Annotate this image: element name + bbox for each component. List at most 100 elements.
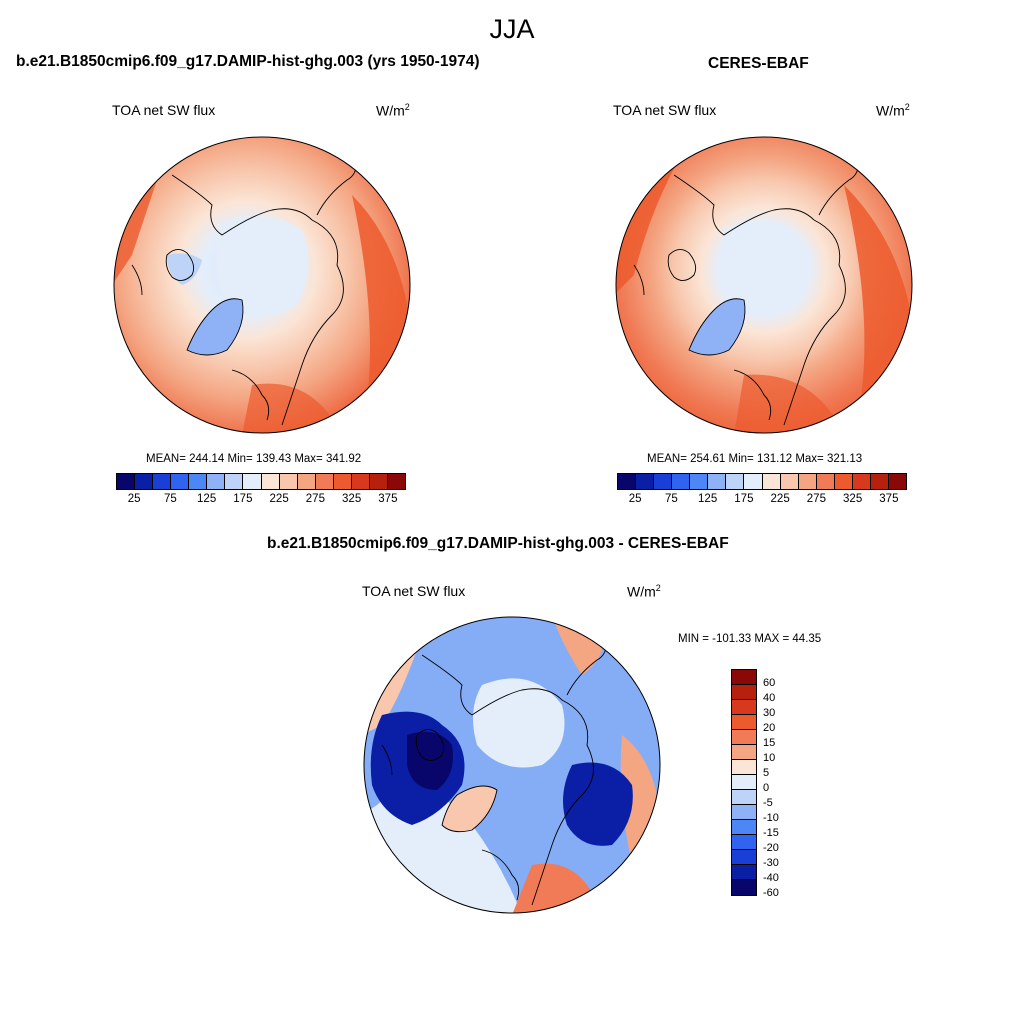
colorbar-swatch (618, 474, 637, 489)
colorbar-swatch (243, 474, 262, 489)
colorbar-swatch (732, 760, 756, 775)
colorbar-swatch (888, 474, 906, 489)
colorbar-tick-label: 75 (163, 493, 177, 505)
colorbar-swatch (744, 474, 763, 489)
colorbar-swatch (732, 805, 756, 820)
colorbar-tick-label: 10 (763, 752, 776, 764)
colorbar-tick-label: -30 (763, 857, 779, 869)
colorbar-tick-label: 225 (269, 493, 289, 505)
colorbar-swatch (798, 474, 817, 489)
colorbar-tick-label: 225 (770, 493, 790, 505)
colorbar-tick-label: 0 (763, 782, 770, 794)
diff-units-label: W/m2 (627, 583, 661, 600)
colorbar-swatch (732, 880, 756, 895)
colorbar-tick-label: 25 (127, 493, 141, 505)
colorbar-swatch (732, 670, 756, 685)
colorbar-swatch (153, 474, 172, 489)
left-colorbar-swatches (116, 473, 406, 490)
right-units-label: W/m2 (876, 102, 910, 119)
colorbar-swatch (732, 790, 756, 805)
diff-variable-label: TOA net SW flux (362, 583, 466, 599)
colorbar-tick-label: -20 (763, 842, 779, 854)
colorbar-tick-label: 375 (378, 493, 398, 505)
colorbar-swatch (690, 474, 709, 489)
colorbar-swatch (672, 474, 691, 489)
diff-colorbar-ticks: 60 40 30 20 15 10 5 0 -5 -10 -15 -20 -30 -40 -60 (763, 669, 803, 909)
colorbar-tick-label: 125 (197, 493, 217, 505)
colorbar-swatch (852, 474, 871, 489)
colorbar-swatch (225, 474, 244, 489)
colorbar-swatch (732, 775, 756, 790)
diff-panel-title: b.e21.B1850cmip6.f09_g17.DAMIP-hist-ghg.… (267, 535, 729, 552)
colorbar-tick-label: 375 (879, 493, 899, 505)
left-panel-title: b.e21.B1850cmip6.f09_g17.DAMIP-hist-ghg.… (16, 53, 480, 70)
figure-title: JJA (489, 14, 535, 44)
colorbar-swatch (636, 474, 655, 489)
colorbar-swatch (732, 820, 756, 835)
colorbar-swatch (780, 474, 799, 489)
colorbar-swatch (297, 474, 316, 489)
colorbar-swatch (732, 685, 756, 700)
colorbar-swatch (654, 474, 673, 489)
colorbar-tick-label: 40 (763, 692, 776, 704)
colorbar-swatch (870, 474, 889, 489)
colorbar-swatch (732, 850, 756, 865)
diff-colorbar: 60 40 30 20 15 10 5 0 -5 -10 -15 -20 -30 -40 -60 (731, 669, 779, 899)
colorbar-swatch (117, 474, 136, 489)
colorbar-tick-label: -60 (763, 887, 779, 899)
colorbar-tick-label: 75 (664, 493, 678, 505)
right-colorbar-swatches (617, 473, 907, 490)
colorbar-swatch (171, 474, 190, 489)
colorbar-tick-label: 25 (628, 493, 642, 505)
colorbar-tick-label: 125 (698, 493, 718, 505)
right-polar-map (615, 136, 913, 434)
right-colorbar-ticks: 25 75 125 175 225 275 325 375 (617, 490, 907, 508)
diff-stats: MIN = -101.33 MAX = 44.35 (678, 633, 822, 645)
colorbar-swatch (834, 474, 853, 489)
colorbar-tick-label: 275 (305, 493, 325, 505)
colorbar-swatch (732, 730, 756, 745)
colorbar-tick-label: 175 (233, 493, 253, 505)
colorbar-tick-label: 175 (734, 493, 754, 505)
colorbar-swatch (261, 474, 280, 489)
colorbar-swatch (387, 474, 405, 489)
right-panel-title: CERES-EBAF (708, 55, 809, 72)
colorbar-swatch (726, 474, 745, 489)
colorbar-tick-label: 5 (763, 767, 770, 779)
colorbar-swatch (762, 474, 781, 489)
colorbar-swatch (732, 745, 756, 760)
colorbar-tick-label: 15 (763, 737, 776, 749)
colorbar-swatch (732, 700, 756, 715)
right-variable-label: TOA net SW flux (613, 102, 717, 118)
colorbar-swatch (369, 474, 388, 489)
colorbar-swatch (333, 474, 352, 489)
left-polar-map (113, 136, 411, 434)
left-colorbar: 25 75 125 175 225 275 325 375 (116, 473, 406, 508)
colorbar-swatch (816, 474, 835, 489)
right-stats: MEAN= 254.61 Min= 131.12 Max= 321.13 (647, 453, 863, 465)
colorbar-tick-label: 60 (763, 677, 776, 689)
diff-colorbar-swatches (731, 669, 757, 896)
colorbar-tick-label: 325 (342, 493, 362, 505)
colorbar-tick-label: -10 (763, 812, 779, 824)
colorbar-tick-label: 20 (763, 722, 776, 734)
colorbar-tick-label: 275 (806, 493, 826, 505)
colorbar-swatch (189, 474, 208, 489)
colorbar-tick-label: 325 (843, 493, 863, 505)
colorbar-swatch (732, 715, 756, 730)
colorbar-swatch (135, 474, 154, 489)
left-stats: MEAN= 244.14 Min= 139.43 Max= 341.92 (146, 453, 362, 465)
left-variable-label: TOA net SW flux (112, 102, 216, 118)
colorbar-swatch (279, 474, 298, 489)
left-colorbar-ticks: 25 75 125 175 225 275 325 375 (116, 490, 406, 508)
left-units-label: W/m2 (376, 102, 410, 119)
colorbar-swatch (207, 474, 226, 489)
colorbar-swatch (732, 865, 756, 880)
diff-polar-map (363, 616, 661, 914)
colorbar-swatch (708, 474, 727, 489)
colorbar-tick-label: 30 (763, 707, 776, 719)
colorbar-tick-label: -40 (763, 872, 779, 884)
colorbar-tick-label: -15 (763, 827, 779, 839)
colorbar-swatch (315, 474, 334, 489)
colorbar-swatch (732, 835, 756, 850)
